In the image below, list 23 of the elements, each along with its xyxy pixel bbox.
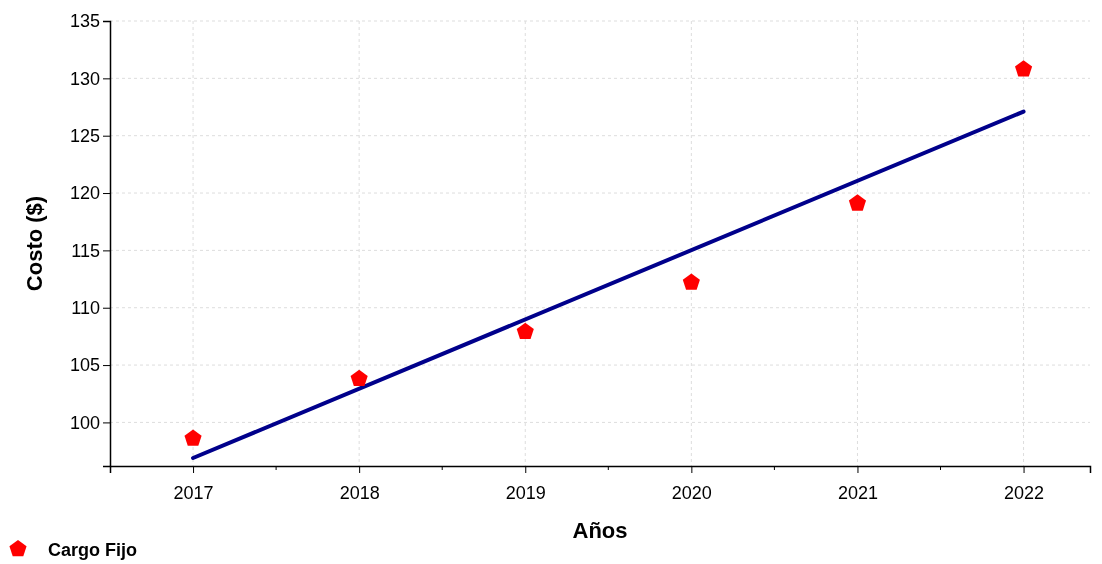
y-tick-label: 115 xyxy=(71,240,100,261)
point xyxy=(848,194,867,211)
y-tick-label: 120 xyxy=(69,183,100,204)
y-tick-label: 100 xyxy=(69,412,100,433)
x-tick-label: 2019 xyxy=(505,483,546,504)
x-tick-label: 2017 xyxy=(173,483,214,504)
legend-label: Cargo Fijo xyxy=(48,540,137,560)
x-tick-label: 2020 xyxy=(671,483,712,504)
x-tick-label: 2022 xyxy=(1004,483,1045,504)
y-tick-label: 125 xyxy=(69,125,100,146)
x-tick-label: 2018 xyxy=(339,483,380,504)
point xyxy=(1015,60,1033,77)
x-axis-title: Años xyxy=(572,518,628,543)
point xyxy=(516,322,534,340)
point xyxy=(184,429,202,446)
point xyxy=(350,369,368,387)
point xyxy=(682,273,700,290)
y-tick-label: 105 xyxy=(69,355,100,376)
y-axis-title: Costo ($) xyxy=(22,195,47,292)
x-tick-label: 2021 xyxy=(837,483,878,504)
y-tick-label: 110 xyxy=(71,297,100,318)
y-tick-label: 130 xyxy=(69,68,100,89)
y-tick-label: 135 xyxy=(69,11,100,32)
